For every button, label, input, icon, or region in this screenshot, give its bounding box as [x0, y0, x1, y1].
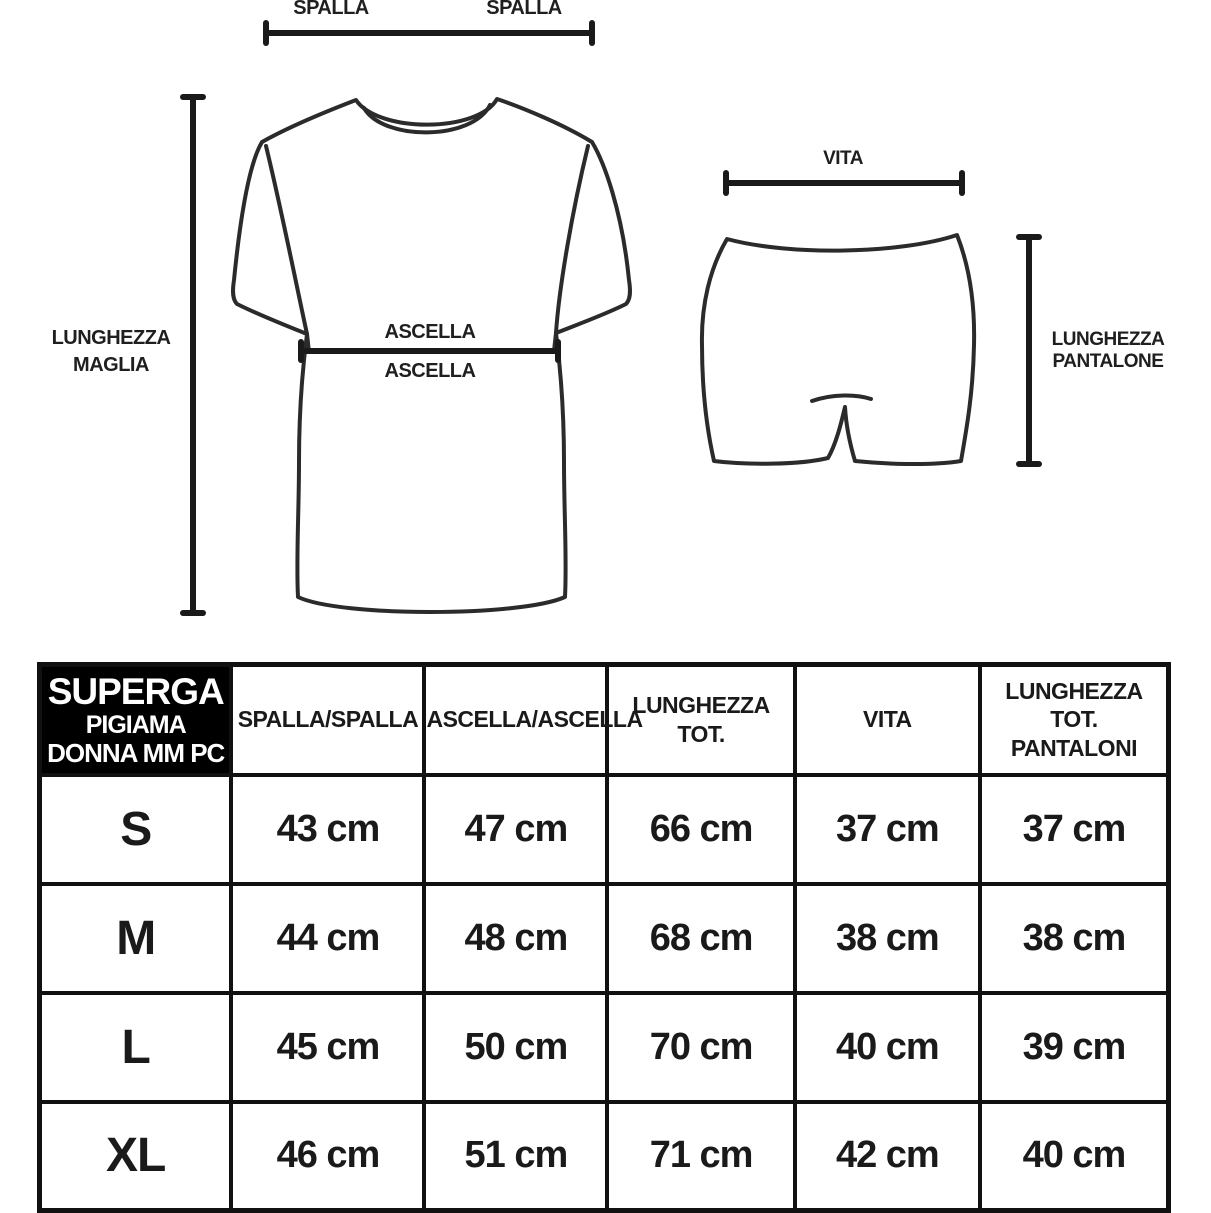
value-cell: 37 cm	[977, 772, 1171, 886]
value-cell: 43 cm	[229, 772, 427, 886]
value-cell: 42 cm	[792, 1099, 982, 1213]
ascella-measure-line	[298, 339, 561, 363]
label-lunghezza-maglia-2: MAGLIA	[73, 354, 149, 376]
value-cell: 50 cm	[422, 990, 610, 1104]
table-row-l: L 45 cm 50 cm 70 cm 40 cm 39 cm	[37, 990, 1171, 1104]
label-lunghezza-maglia-1: LUNGHEZZA	[52, 327, 171, 349]
value-cell: 51 cm	[422, 1099, 610, 1213]
value-cell: 44 cm	[229, 881, 427, 995]
shorts-crotch-bar	[810, 393, 873, 403]
spalla-measure-line	[263, 20, 595, 46]
lunghezza-maglia-measure-line	[180, 94, 206, 616]
value-cell: 46 cm	[229, 1099, 427, 1213]
size-cell: S	[37, 772, 234, 886]
lunghezza-pantalone-measure-line	[1016, 234, 1042, 467]
value-cell: 37 cm	[792, 772, 982, 886]
value-cell: 70 cm	[605, 990, 797, 1104]
brand-product: PIGIAMA	[85, 711, 187, 740]
value-cell: 66 cm	[605, 772, 797, 886]
label-ascella-bottom: ASCELLA	[385, 360, 476, 382]
value-cell: 71 cm	[605, 1099, 797, 1213]
shorts-outline	[699, 233, 977, 467]
tshirt-collar-inner	[362, 103, 492, 135]
column-header-lunghezza-tot: LUNGHEZZA TOT.	[605, 662, 797, 777]
value-cell: 68 cm	[605, 881, 797, 995]
tshirt-right-sleeve-seam	[554, 144, 590, 335]
column-header-lunghezza-pantaloni: LUNGHEZZA TOT. PANTALONI	[977, 662, 1171, 777]
label-lunghezza-pantalone-2: PANTALONE	[1053, 351, 1164, 372]
vita-measure-line	[723, 170, 965, 196]
measurement-diagram: SPALLA SPALLA LUNGHEZZA MAGLIA ASCELLA A…	[52, 0, 1166, 616]
value-cell: 48 cm	[422, 881, 610, 995]
value-cell: 47 cm	[422, 772, 610, 886]
value-cell: 40 cm	[792, 990, 982, 1104]
value-cell: 45 cm	[229, 990, 427, 1104]
label-spalla-left: SPALLA	[293, 0, 369, 19]
value-cell: 39 cm	[977, 990, 1171, 1104]
value-cell: 38 cm	[977, 881, 1171, 995]
value-cell: 38 cm	[792, 881, 982, 995]
size-table: SUPERGA PIGIAMA DONNA MM PC SPALLA/SPALL…	[37, 662, 1171, 1213]
label-ascella-top: ASCELLA	[385, 321, 476, 343]
size-cell: M	[37, 881, 234, 995]
size-cell: L	[37, 990, 234, 1104]
value-cell: 40 cm	[977, 1099, 1171, 1213]
label-lunghezza-pantalone-1: LUNGHEZZA	[1052, 329, 1165, 350]
brand-name: SUPERGA	[47, 671, 225, 713]
table-row-m: M 44 cm 48 cm 68 cm 38 cm 38 cm	[37, 881, 1171, 995]
tshirt-left-sleeve-seam	[264, 144, 309, 336]
brand-model: DONNA MM PC	[47, 738, 225, 769]
label-spalla-right: SPALLA	[486, 0, 562, 19]
column-header-spalla: SPALLA/SPALLA	[229, 662, 427, 777]
table-row-xl: XL 46 cm 51 cm 71 cm 42 cm 40 cm	[37, 1099, 1171, 1213]
table-row-s: S 43 cm 47 cm 66 cm 37 cm 37 cm	[37, 772, 1171, 886]
brand-cell: SUPERGA PIGIAMA DONNA MM PC	[37, 662, 234, 777]
size-cell: XL	[37, 1099, 234, 1213]
label-vita: VITA	[823, 148, 864, 169]
column-header-ascella: ASCELLA/ASCELLA	[422, 662, 643, 777]
column-header-vita: VITA	[792, 662, 982, 777]
tshirt-outline	[231, 97, 632, 614]
table-header-row: SUPERGA PIGIAMA DONNA MM PC SPALLA/SPALL…	[37, 662, 1171, 777]
